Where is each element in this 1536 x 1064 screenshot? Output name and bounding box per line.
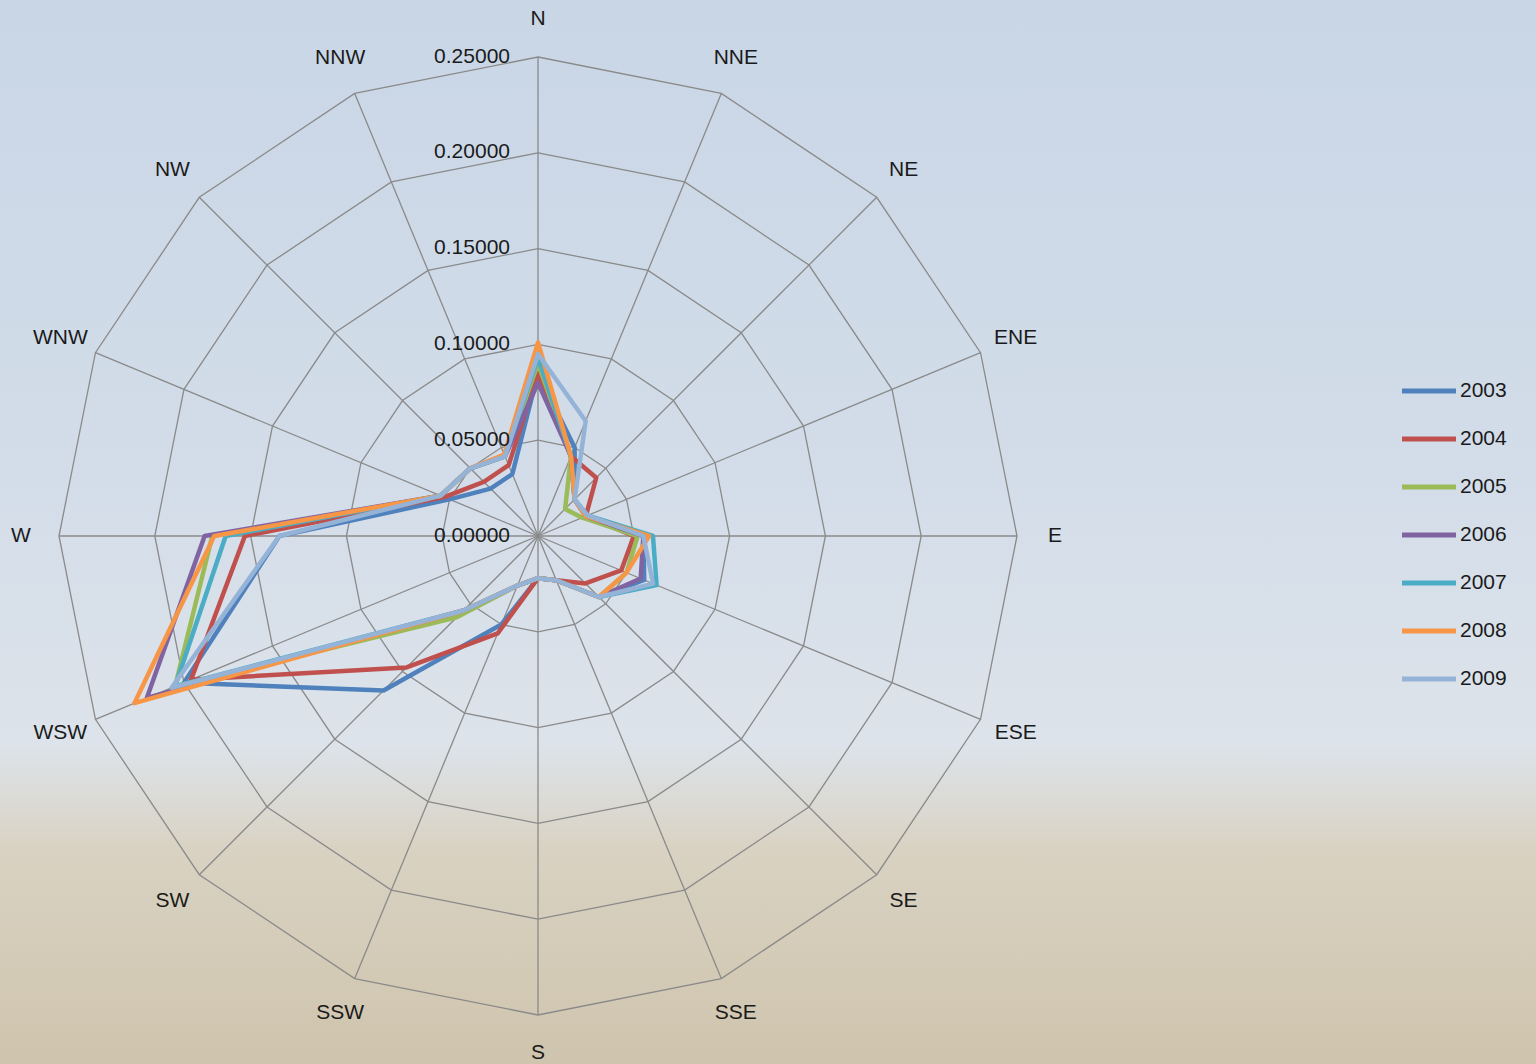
spoke [538,197,877,536]
tick-label: 0.10000 [434,331,510,354]
spoke [538,536,877,875]
legend-swatch [1402,485,1456,490]
legend-swatch [1402,437,1456,442]
legend-label: 2003 [1460,378,1507,401]
spoke [538,536,981,719]
spoke [537,57,538,536]
category-label: SE [890,888,918,911]
grid-ring [59,57,1017,1015]
category-label: SSW [316,1000,364,1023]
legend-label: 2005 [1460,474,1507,497]
legend-swatch [1402,677,1456,682]
tick-label: 0.15000 [434,235,510,258]
category-label: WNW [33,325,88,348]
category-label: NE [889,157,918,180]
tick-label: 0.20000 [434,139,510,162]
spoke [355,93,538,536]
category-label: NNW [315,45,365,68]
legend-label: 2006 [1460,522,1507,545]
category-label: NW [155,157,190,180]
spoke [537,536,538,1015]
tick-label: 0.00000 [434,523,510,546]
legend-label: 2007 [1460,570,1507,593]
legend-swatch [1402,389,1456,394]
legend-swatch [1402,629,1456,634]
legend-label: 2009 [1460,666,1507,689]
spoke [538,353,981,536]
legend-label: 2004 [1460,426,1507,449]
category-label: WSW [34,720,88,743]
legend-label: 2008 [1460,618,1507,641]
category-label: W [11,523,31,546]
spoke [538,93,721,536]
spoke [95,353,538,536]
spoke [355,536,538,979]
category-label: ENE [994,325,1037,348]
series-line [175,364,638,687]
grid [59,57,1017,1015]
spoke [538,535,1017,536]
radar-chart: 0.00000 0.05000 0.10000 0.15000 0.20000 0.250… [0,0,1536,1064]
category-label: E [1048,523,1062,546]
legend-swatch [1402,533,1456,538]
spoke [199,197,538,536]
series-line [147,383,644,698]
tick-label: 0.25000 [434,44,510,67]
category-label: N [530,6,545,29]
category-label: S [531,1040,545,1063]
series-line [172,354,653,688]
series-line [134,342,649,703]
category-label: SSE [715,1000,757,1023]
spoke [199,536,538,875]
legend-swatch [1402,581,1456,586]
tick-label: 0.05000 [434,427,510,450]
legend: 2003 2004 2005 2006 2007 2008 2009 [1402,378,1507,689]
category-label: NNE [714,45,758,68]
series-line [175,358,656,687]
series-group [134,342,656,703]
spoke [538,536,721,979]
category-label: ESE [995,720,1037,743]
category-label: SW [156,888,190,911]
